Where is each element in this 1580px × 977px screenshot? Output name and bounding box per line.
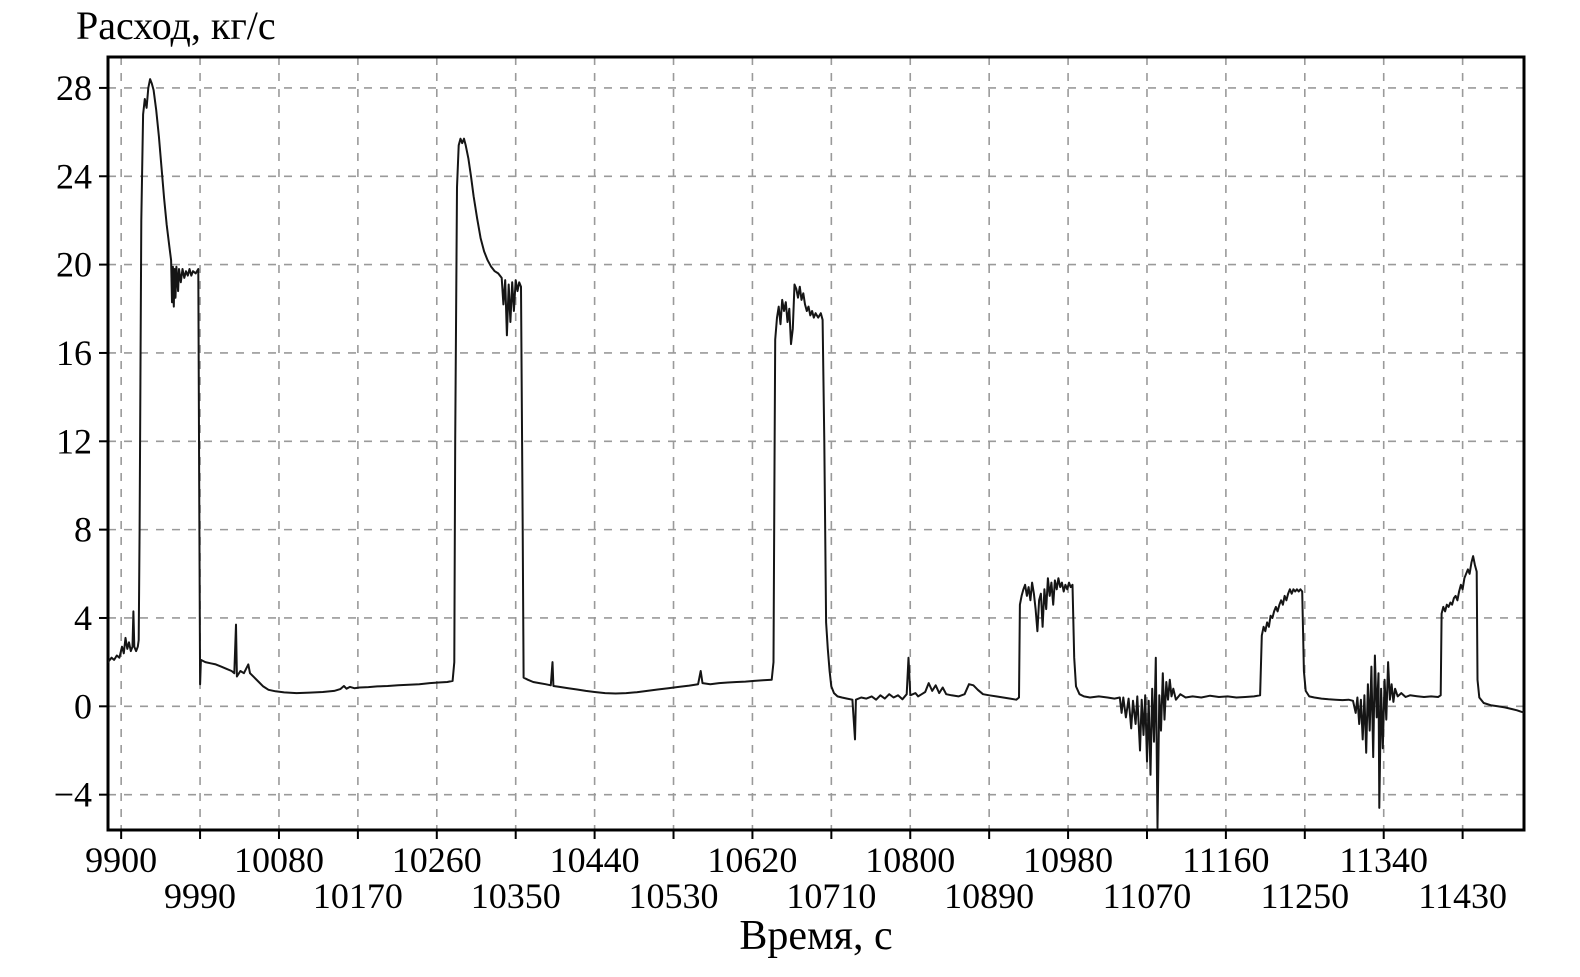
x-tick-label: 11070 <box>1103 876 1192 916</box>
x-tick-label: 10440 <box>550 840 640 880</box>
x-tick-label: 10170 <box>313 876 403 916</box>
x-axis-title: Время, с <box>739 913 893 959</box>
y-tick-label: 0 <box>74 686 92 726</box>
x-tick-label: 10260 <box>392 840 482 880</box>
y-tick-label: 20 <box>56 245 92 285</box>
x-tick-label: 10080 <box>234 840 324 880</box>
flow-rate-line <box>108 78 1524 829</box>
x-tick-label: 11430 <box>1418 876 1507 916</box>
y-tick-label: 12 <box>56 421 92 461</box>
y-tick-label: 16 <box>56 333 92 373</box>
y-tick-label: −4 <box>54 775 92 815</box>
x-tick-label: 10530 <box>629 876 719 916</box>
x-tick-label: 10620 <box>707 840 797 880</box>
x-tick-label: 9900 <box>85 840 157 880</box>
x-tick-label: 10890 <box>944 876 1034 916</box>
y-tick-label: 28 <box>56 68 92 108</box>
x-tick-label: 10350 <box>471 876 561 916</box>
x-tick-label: 10710 <box>786 876 876 916</box>
y-tick-label: 8 <box>74 510 92 550</box>
x-tick-label: 11250 <box>1260 876 1349 916</box>
x-tick-label: 10800 <box>865 840 955 880</box>
y-axis-title: Расход, кг/с <box>76 3 276 48</box>
plot-border <box>106 55 1526 832</box>
y-tick-label: 4 <box>74 598 92 638</box>
x-tick-label: 10980 <box>1023 840 1113 880</box>
x-tick-label: 9990 <box>164 876 236 916</box>
x-tick-label: 11160 <box>1182 840 1269 880</box>
y-tick-label: 24 <box>56 156 92 196</box>
x-tick-label: 11340 <box>1339 840 1428 880</box>
